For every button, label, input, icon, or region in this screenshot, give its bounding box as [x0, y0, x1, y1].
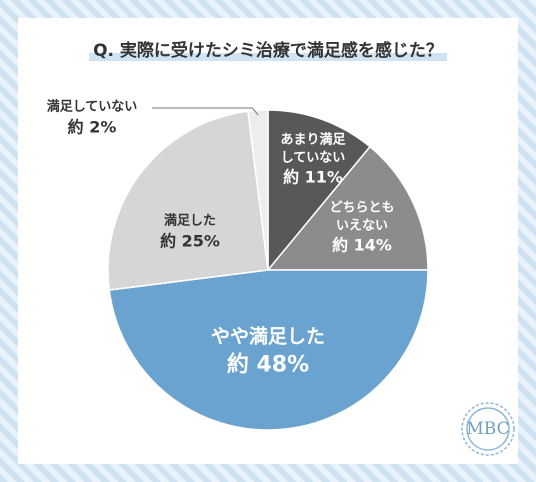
pie-slice	[107, 110, 269, 291]
logo-badge	[461, 402, 515, 456]
value-label: 約 2%	[67, 116, 117, 136]
slice-label: 満足していない約 2%	[32, 98, 152, 137]
title-wrap: Q. 実際に受けたシミ治療で満足感を感じた？	[0, 36, 536, 61]
category-label: 満足していない	[46, 99, 138, 115]
pie-slice	[108, 269, 429, 431]
pie-slice	[247, 109, 269, 271]
pie-slice	[267, 109, 372, 273]
category-label: どちらともいえない	[329, 200, 395, 234]
slice-label: 満足した約 25%	[150, 212, 230, 251]
slice-label: あまり満足していない約 11%	[277, 132, 349, 189]
value-label: 約 11%	[283, 167, 343, 187]
category-label: 満足した	[163, 213, 216, 229]
value-label: 約 25%	[160, 230, 220, 250]
value-label: 約 14%	[332, 235, 392, 255]
pie-slice	[266, 145, 429, 271]
chart-title: Q. 実際に受けたシミ治療で満足感を感じた？	[89, 41, 447, 61]
leader-line	[152, 107, 259, 116]
slice-label: やや満足した約 48%	[188, 324, 348, 379]
value-label: 約 48%	[226, 351, 310, 377]
category-label: やや満足した	[210, 325, 325, 348]
logo: MBC	[466, 419, 510, 439]
slice-label: どちらともいえない約 14%	[326, 200, 398, 257]
category-label: あまり満足していない	[280, 132, 346, 166]
